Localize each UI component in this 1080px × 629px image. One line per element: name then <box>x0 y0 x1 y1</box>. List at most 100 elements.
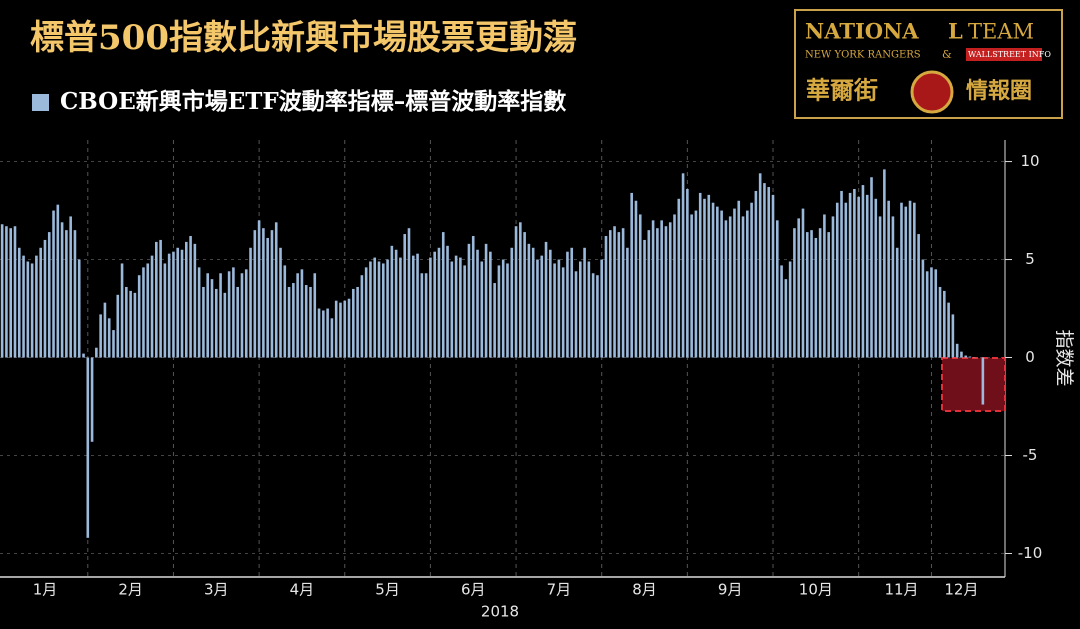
x-tick-label: 10月 <box>799 581 833 599</box>
bar <box>510 247 514 358</box>
bar <box>874 198 878 358</box>
bar <box>206 273 210 358</box>
bar <box>604 236 608 358</box>
bar <box>857 196 860 358</box>
bar <box>300 269 304 358</box>
bar <box>549 249 552 358</box>
bar <box>5 226 8 358</box>
bar <box>476 249 479 358</box>
bar <box>716 206 719 358</box>
bar <box>900 202 903 358</box>
bar <box>870 177 873 358</box>
bar <box>694 210 698 358</box>
bar <box>506 263 509 358</box>
x-tick-label: 9月 <box>718 581 743 599</box>
bar <box>840 190 843 358</box>
bar <box>69 216 72 358</box>
bar <box>287 286 291 358</box>
bar <box>784 279 788 358</box>
bar <box>279 247 282 358</box>
x-axis-label: 2018 <box>481 603 519 621</box>
bar <box>334 300 338 358</box>
bar <box>673 214 676 358</box>
bar <box>159 239 162 358</box>
bar <box>137 275 141 358</box>
bar <box>257 220 261 358</box>
bar <box>107 318 111 358</box>
bar <box>574 271 578 358</box>
bar <box>253 230 257 358</box>
y-axis-label: 指数差 <box>1053 329 1075 386</box>
bar <box>326 308 329 358</box>
bar <box>596 275 599 358</box>
bar <box>467 243 471 358</box>
bar <box>536 259 539 358</box>
bar <box>981 357 985 405</box>
x-tick-label: 7月 <box>547 581 572 599</box>
highlight-box <box>941 357 1006 412</box>
x-tick-label: 11月 <box>884 581 918 599</box>
bar <box>176 247 180 358</box>
bar <box>540 255 544 358</box>
bar <box>227 271 231 358</box>
bar <box>223 292 227 358</box>
bar <box>184 241 188 358</box>
bar <box>125 286 128 358</box>
bar <box>895 247 899 358</box>
bar <box>553 263 556 358</box>
bar <box>459 257 462 358</box>
bar <box>313 273 317 358</box>
bar <box>65 230 68 358</box>
bar <box>578 261 582 358</box>
bar <box>686 188 689 358</box>
bar <box>35 255 38 358</box>
bar <box>390 245 394 358</box>
bar <box>116 294 120 358</box>
bar <box>489 251 492 358</box>
bar <box>677 198 681 358</box>
bar <box>0 224 4 358</box>
bar <box>617 232 621 358</box>
bar <box>172 251 175 358</box>
bar <box>621 228 625 358</box>
bar <box>193 243 197 358</box>
bar <box>352 288 355 358</box>
bar <box>608 230 612 358</box>
bar <box>913 202 916 358</box>
bar <box>343 300 347 358</box>
bar <box>827 232 830 358</box>
bar <box>583 247 586 358</box>
bar <box>304 285 308 358</box>
logo-band <box>966 48 1042 61</box>
bar <box>788 261 792 358</box>
bar <box>202 286 205 358</box>
bar <box>514 226 518 358</box>
bar <box>163 263 167 358</box>
bar <box>664 226 668 358</box>
y-tick-label: -5 <box>1023 446 1038 464</box>
bar <box>454 255 458 358</box>
logo-text: NEW YORK RANGERS <box>805 50 921 61</box>
bar <box>463 265 466 358</box>
bar <box>861 185 865 358</box>
bar <box>441 232 445 358</box>
bar <box>921 259 925 358</box>
bar <box>587 261 591 358</box>
bar <box>17 247 21 358</box>
bar <box>262 228 265 358</box>
logo-text: TEAM <box>968 20 1034 44</box>
chart-title: 標普500指數比新興市場股票更動蕩 <box>30 18 577 58</box>
bar <box>99 314 102 358</box>
logo: NATIONA L TEAM NEW YORK RANGERS & WALLST… <box>794 9 1063 119</box>
bar <box>146 263 150 358</box>
bar <box>112 330 115 358</box>
bar <box>707 194 711 358</box>
bar <box>480 261 484 358</box>
bar <box>446 245 449 358</box>
bar <box>831 216 835 358</box>
x-tick-label: 8月 <box>632 581 657 599</box>
bar <box>210 279 214 358</box>
bar <box>60 222 64 358</box>
bar <box>780 265 783 358</box>
